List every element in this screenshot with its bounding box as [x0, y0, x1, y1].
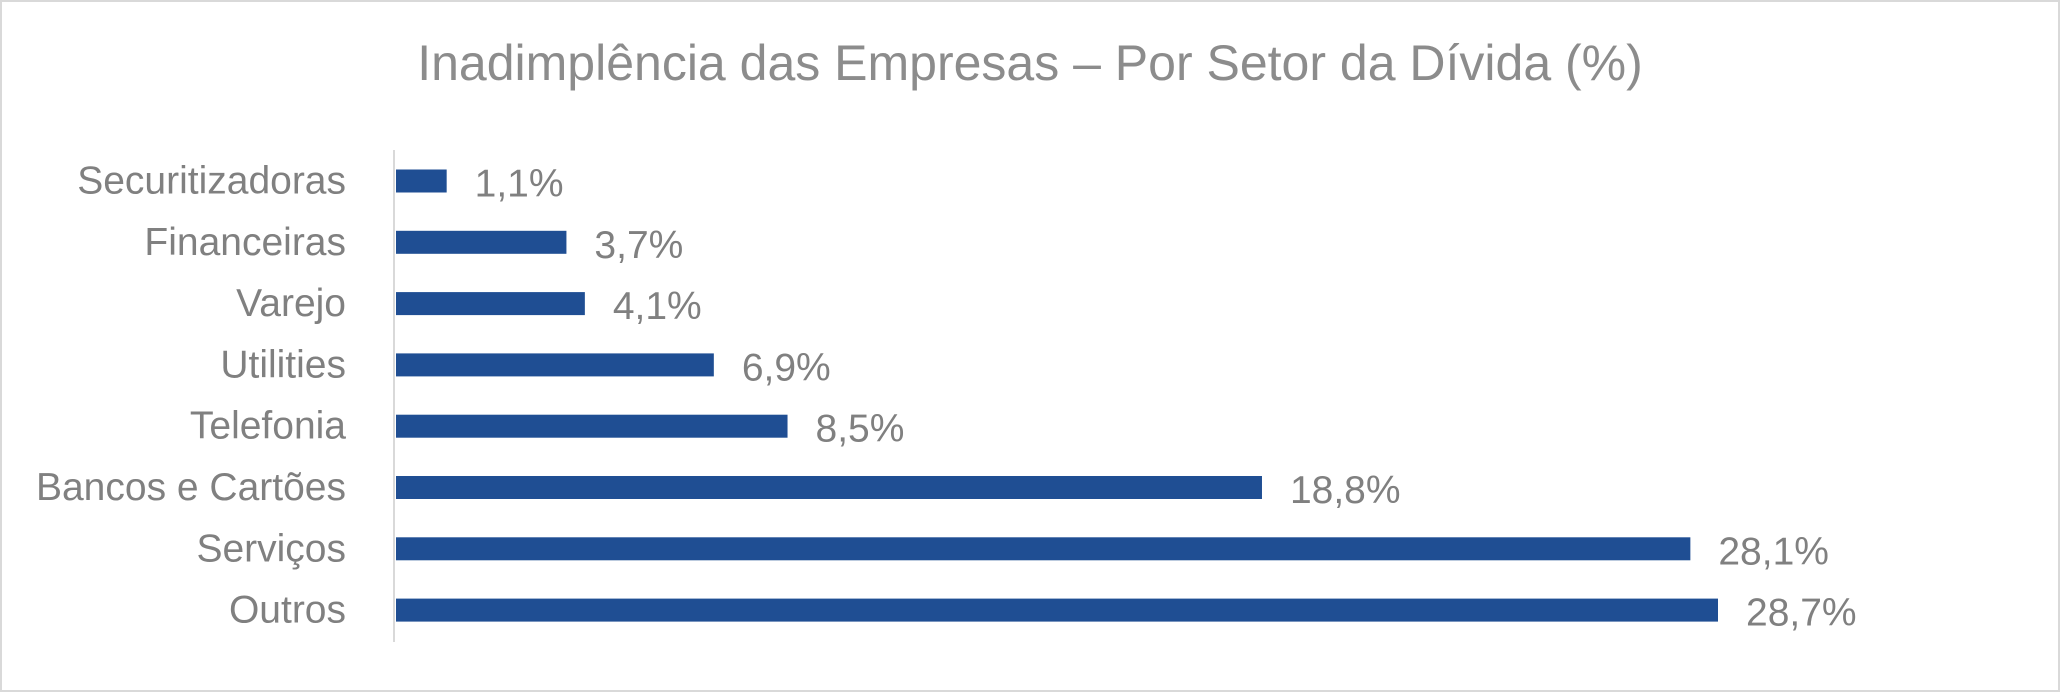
data-label: 1,1%: [475, 163, 564, 206]
category-label: Bancos e Cartões: [36, 466, 346, 509]
category-label: Financeiras: [144, 221, 346, 264]
data-label: 28,7%: [1746, 592, 1857, 635]
data-label: 28,1%: [1718, 530, 1829, 573]
category-label: Outros: [229, 589, 346, 632]
data-label: 3,7%: [594, 224, 683, 267]
bar: [396, 292, 585, 316]
data-label: 8,5%: [816, 408, 905, 451]
data-label: 18,8%: [1290, 469, 1401, 512]
category-label: Securitizadoras: [77, 160, 346, 203]
category-label: Serviços: [196, 527, 346, 570]
data-label: 6,9%: [742, 346, 831, 389]
bar: [396, 230, 567, 254]
bar: [396, 537, 1691, 561]
category-label: Varejo: [236, 282, 346, 325]
category-label: Telefonia: [190, 405, 346, 448]
bar: [396, 353, 714, 377]
bars-layer: Securitizadoras 1,1% Financeiras 3,7% Varejo…: [36, 160, 1857, 635]
data-label: 4,1%: [613, 285, 702, 328]
bar: [396, 169, 447, 193]
bar: [396, 476, 1262, 499]
category-label: Utilities: [220, 343, 346, 386]
bar: [396, 598, 1718, 622]
chart-title: Inadimplência das Empresas – Por Setor d…: [417, 35, 1643, 91]
bar: [396, 414, 788, 438]
